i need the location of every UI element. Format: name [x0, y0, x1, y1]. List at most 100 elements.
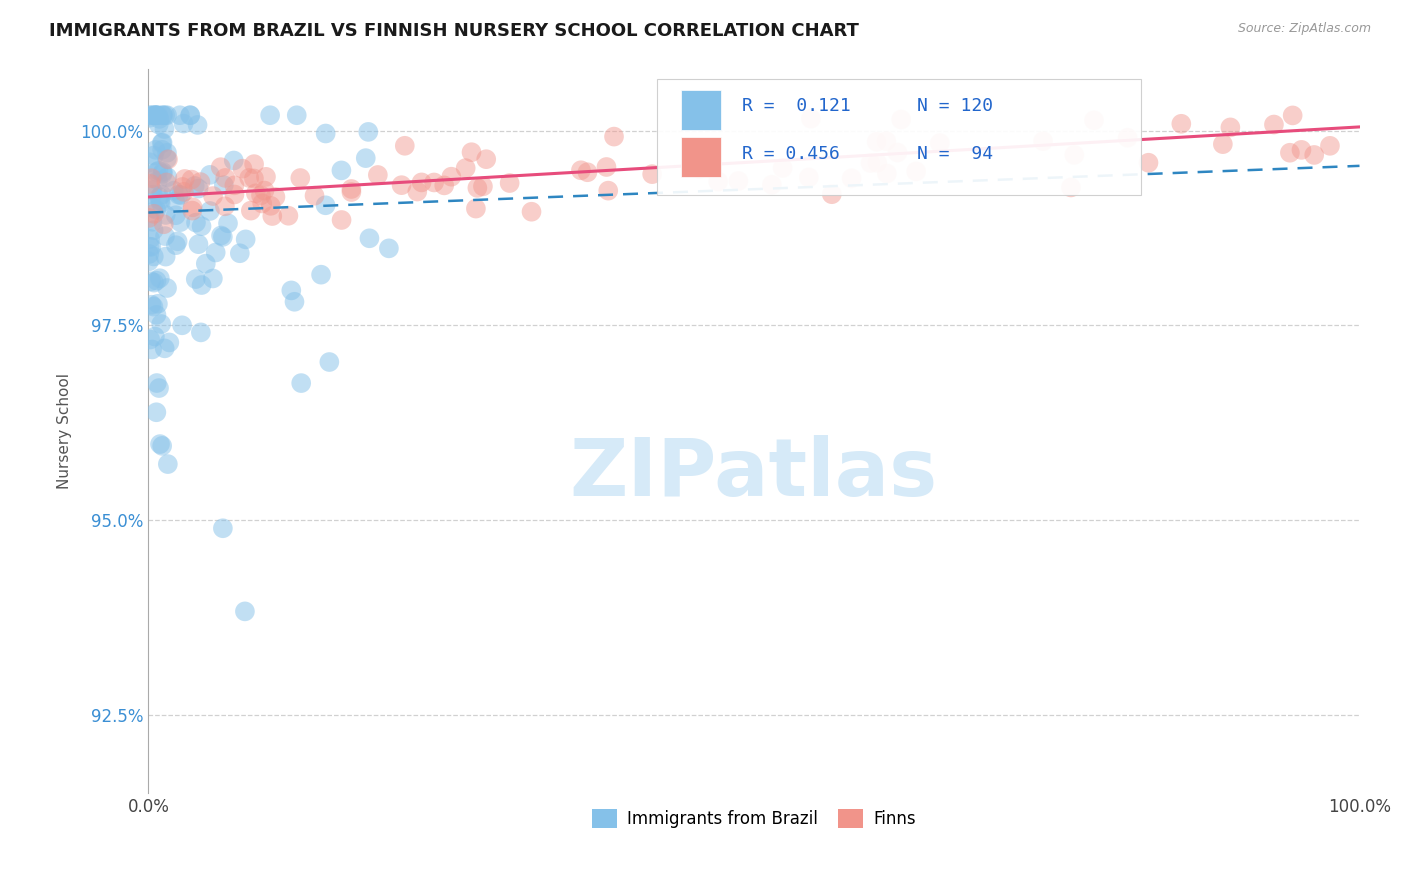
Point — [821, 187, 844, 202]
Point — [166, 235, 188, 249]
Point — [138, 254, 160, 268]
Point — [576, 165, 599, 179]
Point — [202, 189, 225, 203]
Point — [190, 219, 212, 234]
Point — [172, 180, 194, 194]
Point — [152, 108, 174, 122]
Point — [761, 178, 783, 192]
Point — [167, 187, 190, 202]
Point — [138, 211, 160, 225]
Point — [411, 175, 433, 189]
Point — [797, 170, 820, 185]
Point — [467, 181, 489, 195]
Point — [145, 108, 167, 122]
Point — [1032, 134, 1054, 148]
Point — [145, 108, 167, 122]
Point — [689, 161, 711, 176]
Point — [928, 136, 950, 150]
Point — [173, 117, 195, 131]
Point — [155, 175, 177, 189]
Point — [1319, 138, 1341, 153]
Point — [141, 240, 163, 254]
Point — [149, 194, 172, 208]
Point — [155, 250, 177, 264]
Point — [157, 335, 180, 350]
Point — [290, 376, 312, 390]
Point — [198, 204, 221, 219]
Point — [464, 202, 486, 216]
Point — [264, 190, 287, 204]
Point — [209, 228, 232, 243]
Point — [141, 171, 163, 186]
Point — [153, 229, 176, 244]
Point — [224, 178, 246, 193]
Point — [239, 203, 262, 218]
Point — [156, 281, 179, 295]
Point — [290, 171, 312, 186]
Point — [285, 108, 308, 122]
Text: R = 0.456: R = 0.456 — [742, 145, 839, 163]
Point — [359, 231, 381, 245]
Point — [707, 175, 730, 189]
Point — [149, 196, 172, 211]
Point — [1137, 155, 1160, 169]
Point — [876, 166, 898, 180]
Point — [138, 247, 160, 261]
Point — [148, 117, 170, 131]
Point — [245, 186, 267, 201]
Point — [254, 169, 277, 184]
Point — [460, 145, 482, 160]
Point — [148, 381, 170, 395]
Point — [187, 181, 209, 195]
Point — [148, 190, 170, 204]
Point — [201, 271, 224, 285]
Point — [1063, 148, 1085, 162]
Point — [224, 187, 246, 202]
Point — [212, 178, 235, 193]
Point — [179, 108, 201, 122]
Point — [280, 284, 302, 298]
Point — [315, 198, 337, 212]
Point — [150, 187, 173, 202]
Point — [143, 108, 166, 122]
Point — [143, 276, 166, 290]
Point — [145, 202, 167, 217]
Point — [156, 170, 179, 185]
Point — [475, 152, 498, 166]
Text: ZIPatlas: ZIPatlas — [569, 435, 938, 513]
Point — [142, 187, 165, 202]
Point — [156, 152, 179, 166]
Point — [150, 143, 173, 157]
Point — [318, 355, 340, 369]
Point — [598, 184, 620, 198]
Text: IMMIGRANTS FROM BRAZIL VS FINNISH NURSERY SCHOOL CORRELATION CHART: IMMIGRANTS FROM BRAZIL VS FINNISH NURSER… — [49, 22, 859, 40]
Point — [152, 108, 174, 122]
Point — [150, 317, 173, 331]
Point — [252, 196, 274, 211]
Point — [170, 188, 193, 202]
Point — [1278, 145, 1301, 160]
Point — [204, 245, 226, 260]
Point — [1219, 120, 1241, 135]
Point — [378, 241, 401, 255]
Point — [163, 184, 186, 198]
Point — [181, 200, 204, 214]
Point — [603, 129, 626, 144]
Point — [142, 148, 165, 162]
Point — [433, 178, 456, 193]
Point — [340, 185, 363, 199]
Point — [243, 157, 266, 171]
Point — [142, 250, 165, 264]
Point — [155, 208, 177, 222]
Point — [309, 268, 332, 282]
Point — [569, 163, 592, 178]
Point — [1291, 143, 1313, 157]
Point — [217, 216, 239, 230]
Point — [181, 203, 204, 218]
Point — [1212, 137, 1234, 152]
Legend: Immigrants from Brazil, Finns: Immigrants from Brazil, Finns — [585, 803, 922, 835]
Point — [139, 232, 162, 246]
Point — [148, 112, 170, 126]
Point — [1170, 117, 1192, 131]
Point — [148, 163, 170, 178]
